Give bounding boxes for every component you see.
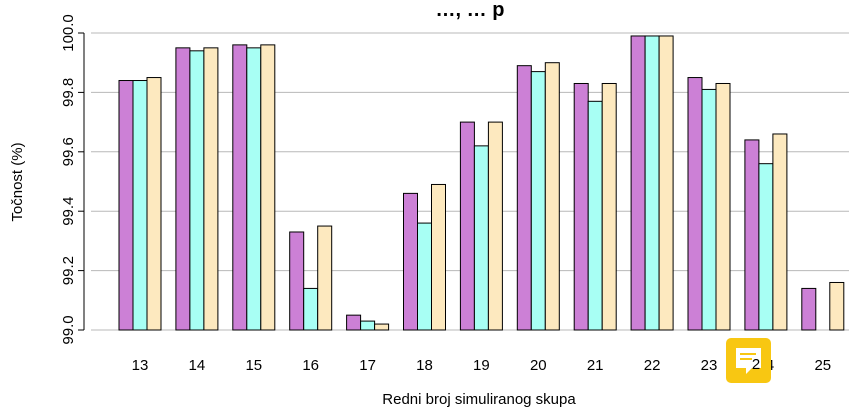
bar-22-2 <box>644 35 660 331</box>
bars <box>118 35 845 331</box>
bar-15-1 <box>232 44 248 331</box>
bar-16-2 <box>303 287 319 331</box>
badge-label: 2 <box>752 356 760 373</box>
x-tick-label: 25 <box>814 357 831 374</box>
y-tick-label: 99.4 <box>60 197 77 226</box>
chat-badge[interactable]: 2 <box>726 338 771 383</box>
x-tick-label: 19 <box>473 357 490 374</box>
bar-23-1 <box>687 77 703 331</box>
y-tick-label: 100.0 <box>60 14 77 52</box>
y-tick-label: 99.2 <box>60 256 77 285</box>
bar-16-3 <box>317 225 333 331</box>
bar-14-2 <box>189 50 205 331</box>
bar-17-1 <box>346 314 362 331</box>
y-axis: 99.0 99.2 99.4 99.6 99.8 100.0 <box>60 14 85 345</box>
bar-17-3 <box>374 323 390 331</box>
bar-21-2 <box>587 100 603 331</box>
bar-13-2 <box>132 80 148 331</box>
bar-24-1 <box>744 139 760 331</box>
bar-23-3 <box>715 82 731 331</box>
bar-23-2 <box>701 88 717 331</box>
bar-25-3 <box>829 281 845 331</box>
y-tick-label: 99.0 <box>60 315 77 344</box>
bar-24-2 <box>758 163 774 331</box>
bar-13-1 <box>118 80 134 331</box>
x-tick-label: 22 <box>644 357 661 374</box>
x-tick-label: 13 <box>132 357 149 374</box>
bar-13-3 <box>146 77 162 331</box>
bar-16-1 <box>289 231 305 331</box>
x-axis-title: Redni broj simuliranog skupa <box>382 391 576 408</box>
bar-19-1 <box>459 121 475 331</box>
chart-title: …, … p <box>436 0 505 21</box>
bar-19-2 <box>473 145 489 331</box>
bar-14-3 <box>203 47 219 331</box>
y-axis-title: Točnost (%) <box>9 142 26 221</box>
bar-22-1 <box>630 35 646 331</box>
bar-20-1 <box>516 65 532 331</box>
x-tick-label: 17 <box>359 357 376 374</box>
x-tick-label: 16 <box>302 357 319 374</box>
bar-24-3 <box>772 133 788 331</box>
bar-14-1 <box>175 47 191 331</box>
bar-21-3 <box>601 82 617 331</box>
x-tick-label: 21 <box>587 357 604 374</box>
bar-15-2 <box>246 47 262 331</box>
bar-18-2 <box>417 222 432 331</box>
bar-20-3 <box>544 62 560 331</box>
bar-19-3 <box>487 121 503 331</box>
x-tick-label: 14 <box>189 357 206 374</box>
x-tick-label: 23 <box>701 357 718 374</box>
x-tick-label: 15 <box>245 357 262 374</box>
bar-17-2 <box>360 320 376 331</box>
bar-18-3 <box>431 183 446 331</box>
bar-25-1 <box>801 287 817 331</box>
bar-21-1 <box>573 82 589 331</box>
bar-20-2 <box>530 71 546 331</box>
message-bubble-icon <box>736 348 761 374</box>
x-axis: 13141516171819202122232425 <box>132 357 831 374</box>
bar-18-1 <box>403 192 418 331</box>
x-tick-label: 18 <box>416 357 433 374</box>
x-tick-label: 20 <box>530 357 547 374</box>
y-tick-label: 99.8 <box>60 78 77 107</box>
bar-22-3 <box>658 35 674 331</box>
y-tick-label: 99.6 <box>60 137 77 166</box>
bar-15-3 <box>260 44 276 331</box>
